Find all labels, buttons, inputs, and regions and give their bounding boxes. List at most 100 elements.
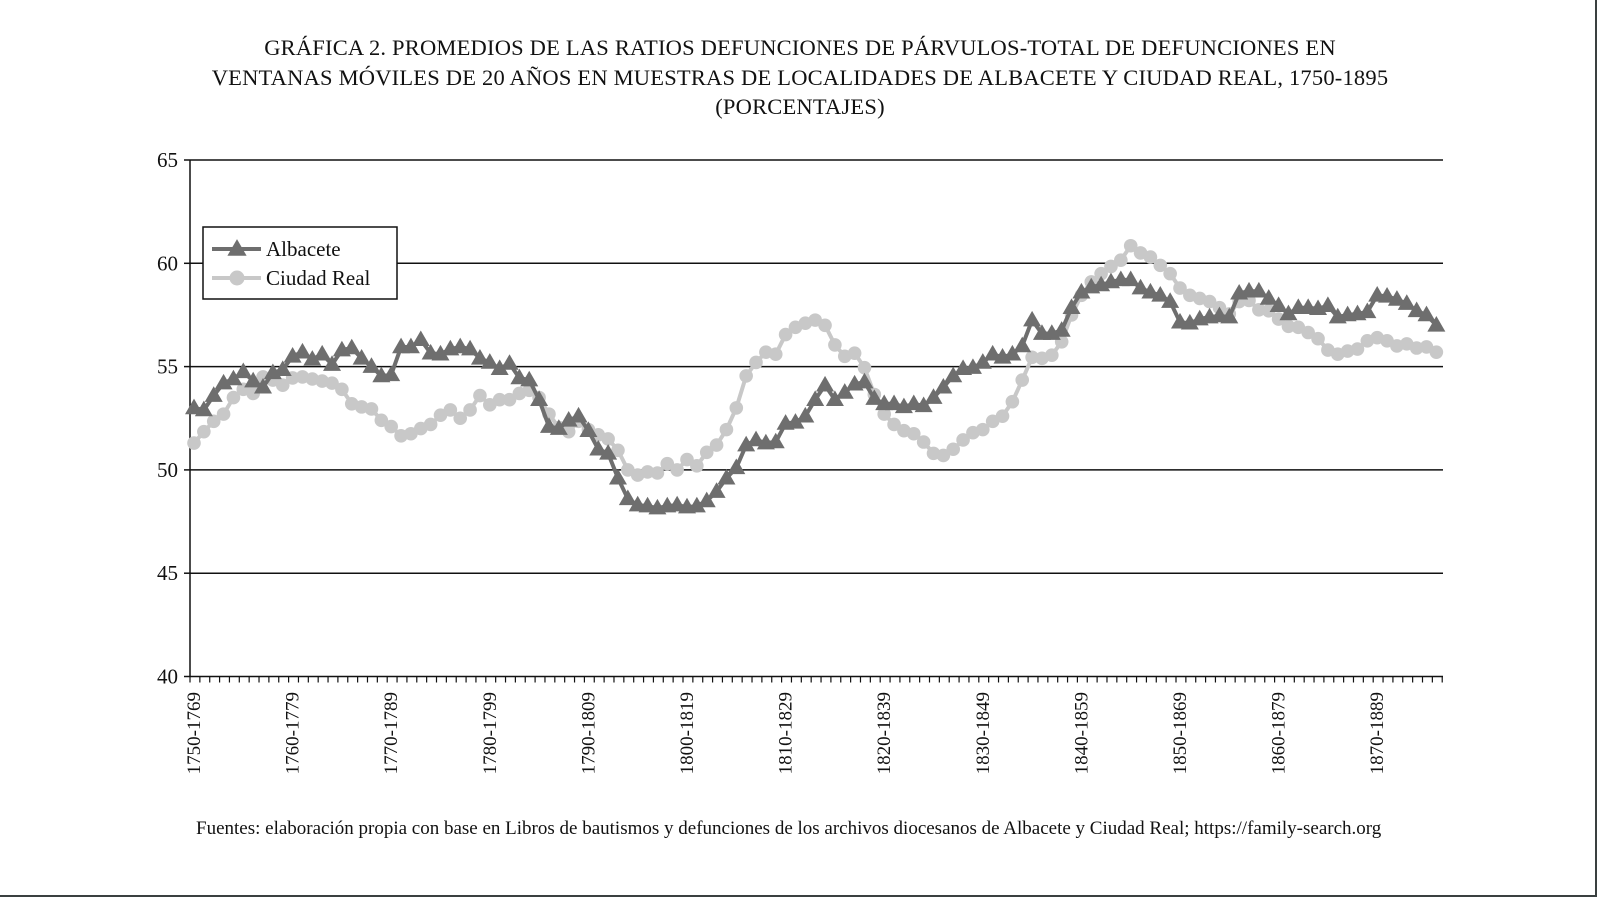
data-point (1318, 296, 1337, 312)
data-point (1025, 350, 1039, 365)
data-point (995, 409, 1010, 423)
data-point (1023, 310, 1042, 327)
y-tick-label: 55 (157, 355, 178, 379)
legend-label: Ciudad Real (266, 266, 371, 290)
data-point (1407, 301, 1426, 318)
data-point (423, 417, 438, 432)
x-tick-label: 1820-1839 (874, 692, 895, 774)
data-point (778, 327, 793, 342)
data-point (492, 392, 507, 407)
data-point (1141, 282, 1160, 299)
legend-triangle-marker (227, 239, 247, 256)
x-tick-label: 1780-1799 (480, 692, 501, 774)
legend-label: Albacete (266, 237, 341, 261)
data-point (530, 390, 549, 406)
series-albacete (185, 270, 1446, 515)
data-point (727, 458, 746, 475)
data-point (1249, 281, 1268, 298)
data-point (650, 466, 665, 480)
data-point (916, 435, 931, 449)
data-point (739, 369, 753, 383)
data-point (963, 358, 982, 374)
data-point (559, 411, 578, 427)
data-point (973, 353, 992, 369)
x-tick-label: 1800-1819 (677, 692, 698, 774)
data-point (1131, 278, 1150, 295)
data-point (865, 389, 884, 405)
data-point (214, 373, 233, 390)
data-point (342, 338, 361, 355)
data-point (670, 463, 684, 477)
data-point (717, 468, 736, 485)
data-point (463, 403, 477, 417)
data-point (1259, 289, 1278, 305)
data-point (1094, 266, 1108, 281)
data-point (244, 371, 263, 388)
data-point (1350, 342, 1365, 356)
data-point (579, 421, 598, 437)
data-point (453, 411, 468, 426)
data-point (480, 353, 499, 369)
data-point (737, 435, 756, 452)
data-point (1151, 286, 1170, 302)
data-point (857, 360, 872, 375)
data-point (806, 390, 825, 406)
data-point (1202, 294, 1217, 309)
data-point (401, 337, 420, 354)
y-tick-label: 40 (157, 665, 178, 689)
data-point (273, 360, 292, 376)
data-point (1072, 282, 1091, 299)
data-point (887, 417, 901, 432)
data-point (796, 406, 815, 423)
data-point (1121, 270, 1140, 287)
data-point (816, 375, 835, 392)
data-point (352, 349, 371, 365)
data-point (374, 413, 389, 428)
y-tick-label: 45 (157, 561, 178, 585)
data-point (1261, 304, 1276, 318)
data-point (1104, 259, 1118, 274)
data-point (640, 465, 655, 479)
data-point (828, 338, 842, 352)
data-point (1013, 336, 1032, 353)
data-point (1143, 250, 1158, 264)
y-tick-label: 50 (157, 458, 178, 482)
data-point (473, 388, 487, 403)
title-line-3: (PORCENTAJES) (715, 94, 885, 119)
data-point (325, 376, 339, 390)
data-point (589, 439, 608, 456)
data-point (1269, 296, 1288, 312)
data-point (216, 407, 231, 421)
legend-circle-marker (229, 270, 245, 286)
data-point (687, 496, 706, 513)
data-point (608, 468, 627, 485)
data-point (254, 377, 273, 394)
data-point (206, 414, 221, 429)
data-point (275, 378, 290, 392)
x-tick-label: 1840-1859 (1071, 692, 1092, 774)
data-point (1409, 341, 1424, 355)
data-point (768, 347, 783, 362)
data-point (835, 383, 854, 399)
data-point (956, 433, 970, 447)
data-point (323, 355, 342, 371)
data-point (1161, 292, 1180, 308)
data-point (194, 400, 213, 417)
data-point (611, 443, 625, 458)
title-line-2: VENTANAS MÓVILES DE 20 AÑOS EN MUESTRAS … (211, 64, 1389, 90)
y-tick-label: 60 (157, 251, 178, 275)
data-point (1003, 344, 1022, 361)
data-point (1429, 345, 1444, 359)
legend: Albacete Ciudad Real (202, 226, 398, 300)
data-point (362, 357, 381, 373)
data-point (847, 346, 862, 360)
data-point (680, 452, 694, 467)
data-point (1252, 302, 1266, 317)
data-point (364, 402, 379, 416)
data-point (1427, 315, 1446, 332)
data-point (699, 445, 714, 460)
data-point (946, 442, 961, 457)
data-point (983, 344, 1002, 361)
data-point (283, 346, 302, 363)
